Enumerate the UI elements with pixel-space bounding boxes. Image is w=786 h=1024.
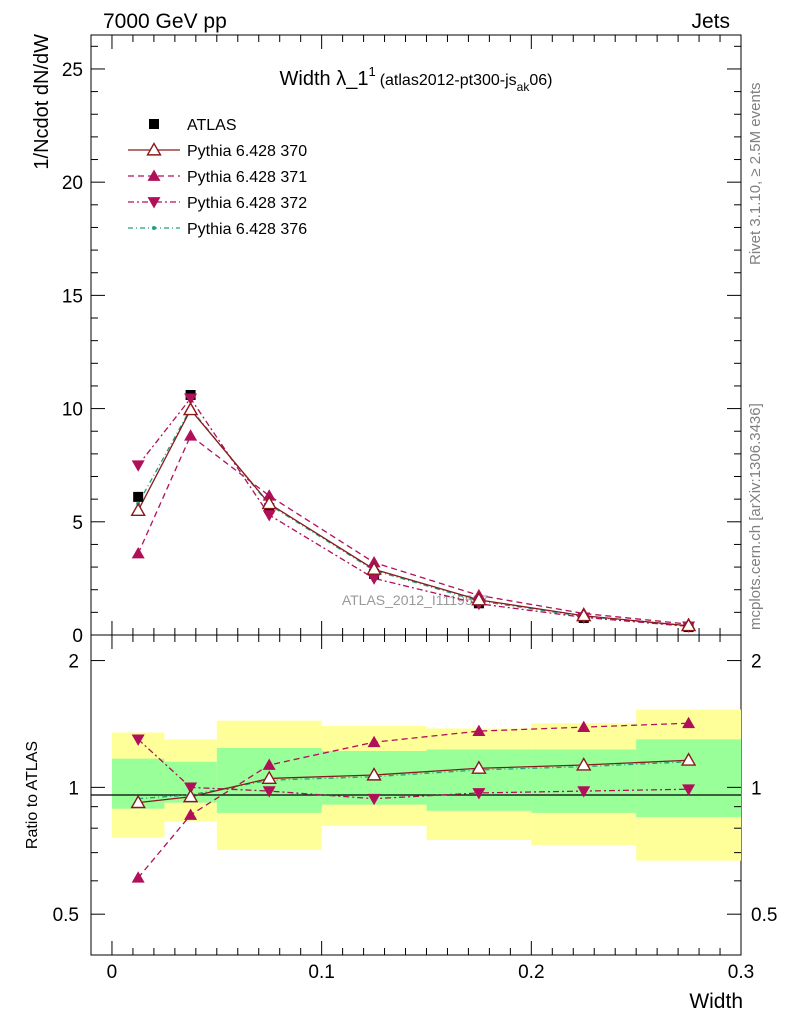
series-point-ratio (262, 786, 276, 798)
title-paren-open: (atlas2012-pt300-js (380, 72, 517, 89)
series-point-ratio (576, 757, 592, 771)
series-point-ratio (577, 786, 591, 798)
legend-label: Pythia 6.428 376 (187, 221, 307, 238)
y-tick-label: 10 (62, 400, 83, 421)
title-sub: ak (517, 80, 531, 94)
series-point-main (262, 510, 276, 522)
ratio-tick-label: 1 (68, 778, 79, 799)
x-tick-label: 0.1 (308, 962, 334, 983)
ratio-axis-label: Ratio to ATLAS (24, 741, 41, 849)
legend-marker (152, 226, 156, 230)
ratio-tick-label: 0.5 (53, 905, 79, 926)
series-point-main (131, 460, 145, 472)
tick-labels: 0 5 10 15 20 25 0 0.1 0.2 0.3 0.5 0.5 1 1 2 2 (53, 60, 778, 983)
y-tick-label: 15 (62, 286, 83, 307)
series-point-ratio (261, 770, 277, 785)
y-tick-label: 0 (72, 626, 83, 647)
legend-marker (146, 142, 162, 156)
y-tick-label: 25 (62, 60, 83, 81)
title-paren-close: 06) (529, 72, 552, 89)
x-tick-label: 0.3 (728, 962, 754, 983)
ratio-tick-label: 2 (68, 652, 79, 673)
series-point-main (366, 561, 382, 575)
watermark: ATLAS_2012_I1119557 (342, 592, 489, 608)
ratio-tick-label-right: 1 (751, 778, 762, 799)
series-point-ratio (130, 794, 146, 809)
legend-label: Pythia 6.428 371 (187, 169, 307, 186)
main-series (130, 390, 697, 633)
uncertainty-bands (111, 709, 741, 861)
x-tick-label: 0.2 (518, 962, 544, 983)
legend-marker (147, 197, 161, 209)
series-point-ratio (184, 808, 198, 820)
title-main: Width λ_1 (280, 68, 369, 90)
series-point-ratio (680, 752, 697, 766)
band-inner-bin (426, 749, 532, 811)
series-point-ratio (366, 767, 382, 781)
ratio-series (130, 716, 697, 883)
series-point-ratio (577, 720, 591, 733)
series-point-ratio (367, 735, 381, 748)
band-inner-bin (636, 739, 741, 818)
series-point-ratio (367, 793, 381, 806)
chart-title: Width λ_11 (atlas2012-pt300-jsak06) (280, 64, 553, 94)
series-point-main (471, 591, 487, 606)
ratio-tick-label-right: 2 (751, 652, 762, 673)
series-point-main (184, 393, 198, 405)
series-point-ratio (472, 724, 486, 736)
series-point-ratio (682, 784, 696, 796)
series-point-main (680, 617, 697, 632)
legend-label-atlas: ATLAS (187, 117, 237, 134)
series-point-ratio (182, 788, 199, 803)
header-right: Jets (691, 10, 730, 33)
y-tick-label: 5 (72, 513, 83, 534)
series-point-ratio (184, 782, 198, 794)
legend: ATLAS Pythia 6.428 370 Pythia 6.428 371 Pyt… (128, 117, 307, 238)
legend-marker-atlas (149, 119, 159, 129)
y-axis-label: 1/Ncdot dN/dW (31, 34, 53, 170)
series-point-main (131, 546, 145, 559)
series-point-main (576, 607, 592, 622)
y-tick-label: 20 (62, 173, 83, 194)
legend-label: Pythia 6.428 372 (187, 195, 307, 212)
mcplots-annotation: mcplots.cern.ch [arXiv:1306.3436] (747, 403, 764, 630)
series-point-main (184, 429, 198, 441)
title-sup: 1 (368, 64, 375, 79)
x-tick-label: 0 (107, 962, 118, 983)
series-point-main (367, 573, 381, 585)
ratio-tick-label-right: 0.5 (751, 905, 777, 926)
series-point-ratio (131, 734, 145, 746)
series-point-ratio (471, 760, 487, 774)
series-point-main (182, 401, 199, 416)
series-point-ratio (472, 788, 486, 800)
legend-label: Pythia 6.428 370 (187, 143, 307, 160)
rivet-annotation: Rivet 3.1.10, ≥ 2.5M events (747, 83, 764, 266)
series-point-main (130, 502, 146, 517)
series-point-ratio (262, 758, 276, 770)
series-point-ratio (682, 716, 696, 729)
series-point-main (261, 495, 277, 510)
header-left: 7000 GeV pp (103, 10, 227, 33)
legend-marker (147, 169, 161, 181)
x-axis-label: Width (689, 990, 743, 1013)
axis-ticks (91, 35, 742, 956)
series-point-main (262, 489, 276, 501)
series-point-ratio (131, 871, 145, 883)
data-point-atlas (133, 491, 144, 502)
